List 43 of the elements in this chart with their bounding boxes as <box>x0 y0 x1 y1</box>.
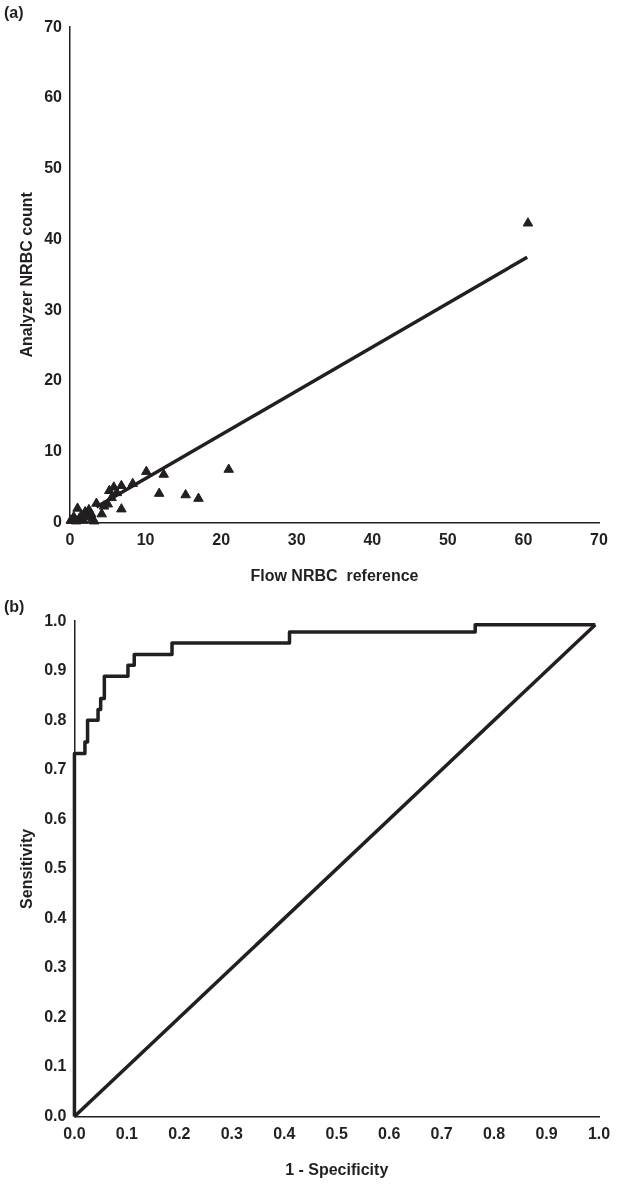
x-tick-label: 60 <box>514 530 533 548</box>
x-tick-label: 0.5 <box>325 1124 348 1142</box>
y-tick-label: 70 <box>44 17 63 35</box>
y-tick-label: 0 <box>53 513 63 531</box>
y-tick-label: 0.4 <box>44 908 67 926</box>
y-tick-label: 10 <box>44 442 63 460</box>
y-tick-label: 40 <box>44 229 63 247</box>
x-tick-label: 0.7 <box>430 1124 453 1142</box>
y-tick-label: 50 <box>44 159 63 177</box>
y-tick-label: 0.0 <box>44 1107 67 1125</box>
x-tick-label: 0.4 <box>273 1124 296 1142</box>
x-tick-label: 1.0 <box>587 1124 611 1142</box>
y-tick-label: 30 <box>44 300 63 318</box>
x-tick-label: 50 <box>438 530 457 548</box>
x-tick-label: 40 <box>363 530 382 548</box>
x-axis-title: Flow NRBC reference <box>250 566 419 584</box>
y-tick-label: 20 <box>44 371 63 389</box>
chart-title: (b) <box>4 598 25 616</box>
y-tick-label: 1.0 <box>44 611 67 629</box>
x-tick-label: 0.2 <box>168 1124 191 1142</box>
x-tick-label: 20 <box>212 530 231 548</box>
x-tick-label: 0.6 <box>378 1124 401 1142</box>
chart-title: (a) <box>4 4 24 22</box>
y-tick-label: 0.6 <box>44 809 67 827</box>
y-tick-label: 0.2 <box>44 1007 67 1025</box>
x-axis-title: 1 - Specificity <box>285 1160 389 1178</box>
y-tick-label: 0.7 <box>44 760 67 778</box>
x-tick-label: 30 <box>287 530 306 548</box>
y-tick-label: 0.5 <box>44 859 67 877</box>
x-tick-label: 0.8 <box>482 1124 506 1142</box>
x-tick-label: 0.9 <box>535 1124 558 1142</box>
x-tick-label: 0.3 <box>220 1124 244 1142</box>
x-tick-label: 10 <box>136 530 155 548</box>
x-tick-label: 70 <box>590 530 608 548</box>
y-tick-label: 0.3 <box>44 958 67 976</box>
y-axis-title: Sensitivity <box>18 828 36 909</box>
x-tick-label: 0.0 <box>63 1124 86 1142</box>
y-axis-title: Analyzer NRBC count <box>18 191 36 358</box>
y-tick-label: 60 <box>44 88 63 106</box>
x-tick-label: 0.1 <box>115 1124 139 1142</box>
y-tick-label: 0.9 <box>44 661 67 679</box>
y-tick-label: 0.1 <box>44 1057 67 1075</box>
y-tick-label: 0.8 <box>44 710 67 728</box>
